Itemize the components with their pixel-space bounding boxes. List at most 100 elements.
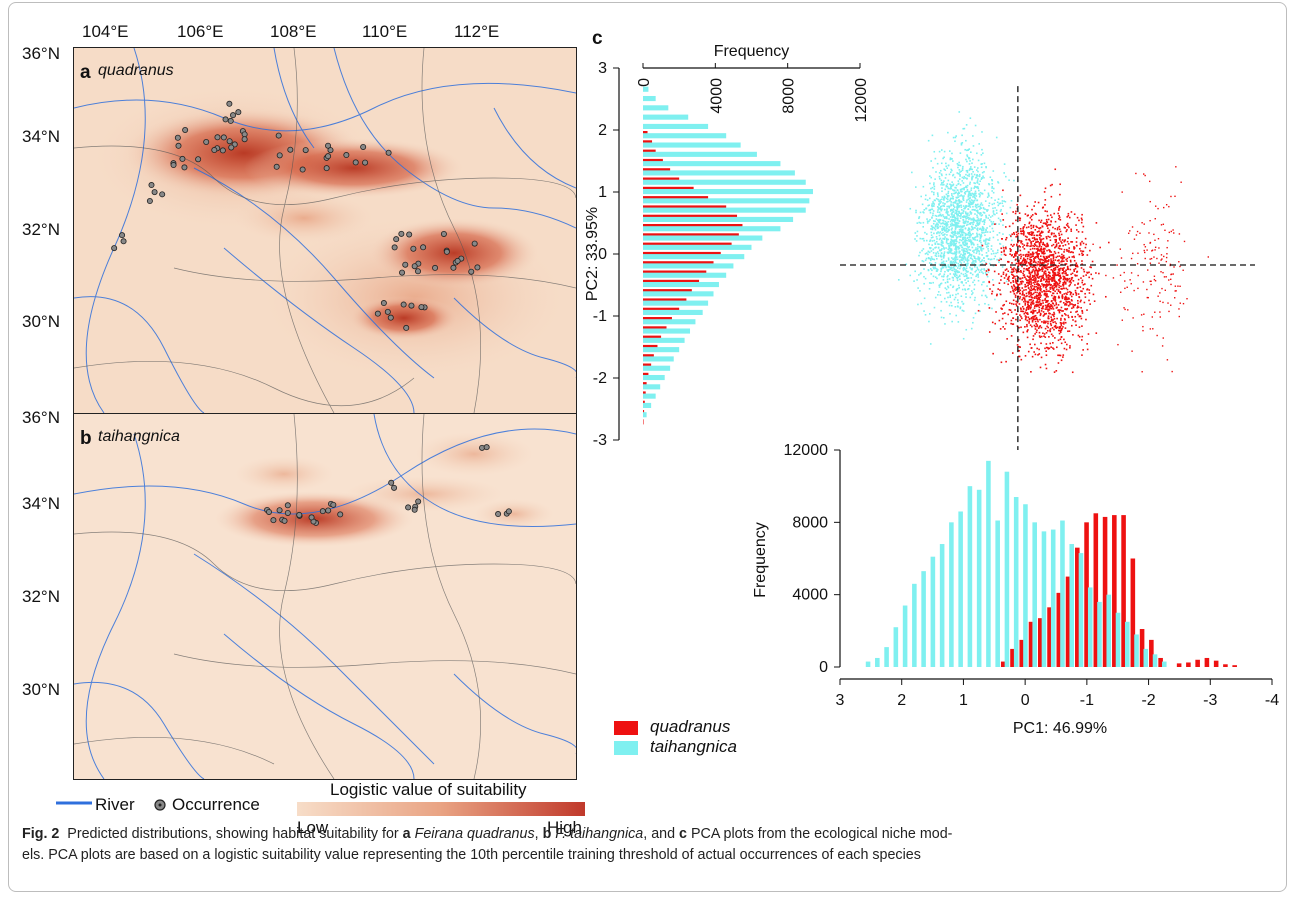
scatter-point-quadranus [1026,268,1029,270]
scatter-point-quadranus [1000,307,1003,310]
scatter-point-taihangnica [944,229,946,232]
occurrence-point [474,264,481,271]
scatter-point-quadranus [1080,317,1083,320]
scatter-point-quadranus [986,273,988,276]
scatter-point-taihangnica [940,208,942,211]
scatter-point-quadranus [1036,276,1039,279]
legend-swatch-taihangnica [614,741,638,755]
scatter-point-taihangnica [938,234,941,237]
scatter-point-taihangnica [958,228,961,231]
scatter-point-quadranus [1026,312,1029,314]
scatter-point-quadranus [1144,174,1146,177]
hist-pc2-bar-taihangnica [643,207,806,213]
scatter-point-quadranus [1119,248,1121,250]
scatter-point-quadranus [1076,265,1079,268]
scatter-point-taihangnica [992,213,995,215]
scatter-point-taihangnica [958,192,961,195]
scatter-point-quadranus [1033,287,1035,290]
scatter-point-taihangnica [952,209,954,212]
scatter-point-taihangnica [937,291,940,293]
hist-pc2-bar-taihangnica [643,402,652,408]
scatter-point-quadranus [1081,335,1084,338]
scatter-point-taihangnica [1008,234,1011,236]
scatter-point-taihangnica [953,216,956,218]
scatter-point-quadranus [1183,240,1186,243]
scatter-point-taihangnica [984,243,987,246]
scatter-point-quadranus [1077,302,1079,305]
scatter-point-quadranus [1037,257,1040,260]
scatter-point-taihangnica [981,214,984,216]
scatter-point-taihangnica [975,204,978,206]
scatter-point-quadranus [1047,308,1050,311]
scatter-point-taihangnica [935,171,937,173]
scatter-point-taihangnica [980,202,983,204]
scatter-point-taihangnica [967,212,969,215]
scatter-point-taihangnica [942,264,944,267]
scatter-point-quadranus [1043,292,1046,295]
scatter-point-taihangnica [951,216,954,219]
occurrence-point [450,264,457,271]
scatter-point-quadranus [1036,295,1039,297]
scatter-point-taihangnica [995,209,998,212]
scatter-point-taihangnica [958,232,961,235]
scatter-point-quadranus [1063,280,1066,283]
scatter-point-quadranus [1031,234,1033,237]
scatter-point-quadranus [1005,273,1008,276]
scatter-point-quadranus [1008,308,1011,311]
scatter-point-taihangnica [938,203,940,205]
scatter-point-taihangnica [951,194,953,197]
hist-pc1-y-tick: 4000 [792,587,828,604]
scatter-point-quadranus [992,352,994,355]
scatter-point-taihangnica [964,177,967,179]
scatter-point-quadranus [1022,331,1025,334]
scatter-point-quadranus [1061,256,1064,258]
scatter-point-quadranus [1028,263,1031,266]
scatter-point-quadranus [1060,256,1063,258]
scatter-point-quadranus [1067,291,1069,294]
scatter-point-quadranus [1021,280,1023,283]
scatter-point-taihangnica [972,208,975,211]
scatter-point-quadranus [1060,260,1062,263]
scatter-point-taihangnica [969,193,972,195]
hist-pc2-y-tick: 0 [598,246,607,263]
scatter-point-taihangnica [938,286,941,288]
scatter-point-quadranus [1037,354,1039,356]
scatter-point-quadranus [1029,265,1032,268]
scatter-point-taihangnica [956,256,958,258]
scatter-point-taihangnica [968,203,970,206]
scatter-point-quadranus [1051,276,1054,279]
scatter-point-quadranus [1049,184,1052,187]
scatter-point-quadranus [1027,329,1029,331]
scatter-point-taihangnica [954,260,957,263]
scatter-point-taihangnica [955,262,958,264]
scatter-point-quadranus [1092,243,1094,245]
scatter-point-taihangnica [985,273,987,275]
scatter-point-quadranus [1037,248,1040,251]
scatter-point-quadranus [1014,275,1016,278]
scatter-point-quadranus [1150,280,1152,282]
scatter-point-quadranus [1040,230,1043,233]
scatter-point-quadranus [1168,310,1170,313]
hist-pc1-y-tick: 0 [819,659,828,676]
scatter-point-taihangnica [961,300,963,303]
scatter-point-quadranus [1089,266,1091,268]
scatter-point-taihangnica [977,245,979,248]
scatter-point-taihangnica [955,187,957,189]
scatter-point-quadranus [1049,223,1052,226]
scatter-point-quadranus [1047,278,1050,281]
scatter-point-quadranus [1030,280,1032,283]
scatter-point-quadranus [1046,243,1048,245]
scatter-point-taihangnica [960,143,963,146]
scatter-point-taihangnica [924,231,926,234]
scatter-point-taihangnica [964,236,966,239]
scatter-point-quadranus [1040,246,1043,248]
scatter-point-quadranus [1045,301,1047,304]
scatter-point-taihangnica [986,275,989,278]
scatter-point-taihangnica [980,228,983,231]
scatter-point-taihangnica [942,220,945,222]
scatter-point-taihangnica [962,187,964,190]
scatter-point-taihangnica [962,284,965,287]
scatter-point-taihangnica [977,203,979,206]
scatter-point-quadranus [1016,233,1018,236]
scatter-point-quadranus [1088,276,1090,279]
